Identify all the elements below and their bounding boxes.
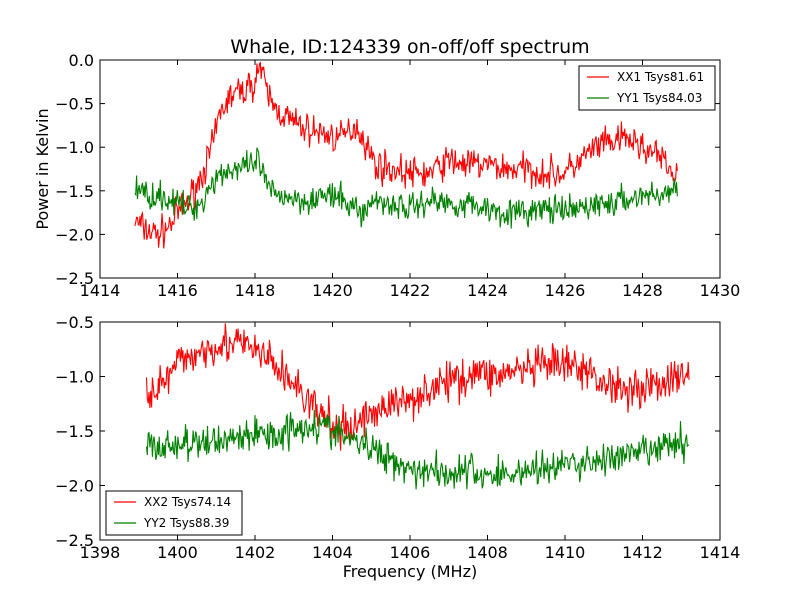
legend-label: YY2 Tsys88.39 xyxy=(143,516,229,530)
y-tick-label: −2.5 xyxy=(55,531,94,550)
x-tick-label: 1398 xyxy=(80,543,121,562)
x-tick-label: 1410 xyxy=(545,543,586,562)
x-tick-label: 1426 xyxy=(545,281,586,300)
y-tick-label: −2.5 xyxy=(55,269,94,288)
y-tick-label: −2.0 xyxy=(55,225,94,244)
y-axis-label: Power in Kelvin xyxy=(33,108,52,229)
y-tick-label: 0.0 xyxy=(69,51,94,70)
series-line-xx2 xyxy=(145,323,690,451)
y-tick-label: −1.5 xyxy=(55,182,94,201)
legend-label: XX2 Tsys74.14 xyxy=(144,495,231,509)
x-tick-label: 1408 xyxy=(467,543,508,562)
series-line-xx1 xyxy=(134,61,678,249)
x-tick-label: 1412 xyxy=(622,543,663,562)
x-tick-label: 1428 xyxy=(622,281,663,300)
y-tick-label: −1.0 xyxy=(55,368,94,387)
x-tick-label: 1418 xyxy=(235,281,276,300)
x-tick-label: 1422 xyxy=(390,281,431,300)
x-axis-label: Frequency (MHz) xyxy=(343,562,477,581)
series-line-yy1 xyxy=(134,147,678,229)
top-panel: 1414 1416 1418 1420 1422 1424 1426 1428 1430 0.0 −… xyxy=(55,51,740,300)
y-tick-label: −1.0 xyxy=(55,138,94,157)
x-tick-label: 1404 xyxy=(312,543,353,562)
y-tick-label: −0.5 xyxy=(55,313,94,332)
x-tick-label: 1402 xyxy=(235,543,276,562)
legend: XX1 Tsys81.61 YY1 Tsys84.03 xyxy=(578,65,716,111)
x-tick-label: 1414 xyxy=(80,281,121,300)
series-line-yy2 xyxy=(145,409,690,490)
figure-title: Whale, ID:124339 on-off/off spectrum xyxy=(230,36,589,58)
legend-label: YY1 Tsys84.03 xyxy=(616,91,702,105)
legend-label: XX1 Tsys81.61 xyxy=(617,70,704,84)
x-tick-label: 1424 xyxy=(467,281,508,300)
x-tick-label: 1420 xyxy=(312,281,353,300)
x-tick-label: 1430 xyxy=(700,281,741,300)
x-tick-label: 1414 xyxy=(700,543,741,562)
x-tick-label: 1416 xyxy=(157,281,198,300)
x-tick-label: 1406 xyxy=(390,543,431,562)
legend-box xyxy=(578,65,716,111)
legend: XX2 Tsys74.14 YY2 Tsys88.39 xyxy=(105,490,243,536)
y-tick-label: −2.0 xyxy=(55,477,94,496)
bottom-panel: 1398 1400 1402 1404 1406 1408 1410 1412 1414 −0.5… xyxy=(55,313,740,562)
x-tick-label: 1400 xyxy=(157,543,198,562)
legend-box xyxy=(105,490,243,536)
y-tick-label: −1.5 xyxy=(55,422,94,441)
y-tick-label: −0.5 xyxy=(55,95,94,114)
